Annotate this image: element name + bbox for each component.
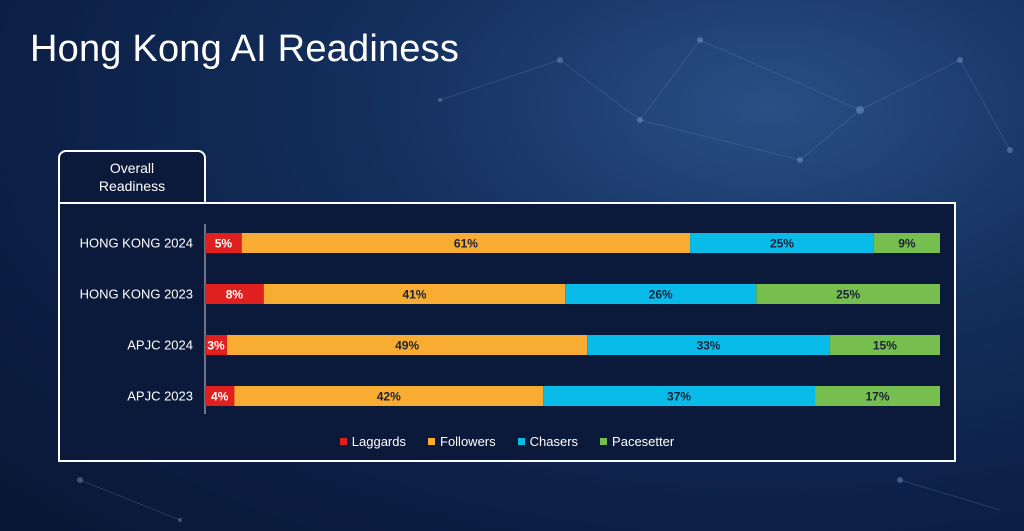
bar-segment-laggards: [205, 233, 242, 253]
legend-label: Followers: [440, 434, 496, 449]
category-label: HONG KONG 2024: [80, 236, 193, 251]
category-label: APJC 2024: [127, 338, 193, 353]
category-label: APJC 2023: [127, 389, 193, 404]
bar-segment-chasers: [543, 386, 816, 406]
stacked-bar-chart: HONG KONG 2024 5% 61% 25% 9% HONG KONG 2023 8%…: [80, 224, 940, 414]
bar-segment-chasers: [690, 233, 874, 253]
data-label: 42%: [377, 390, 401, 404]
data-label: 37%: [667, 390, 691, 404]
data-label: 8%: [226, 288, 244, 302]
legend-item-followers: Followers: [428, 434, 496, 449]
legend-swatch: [600, 438, 608, 445]
bar-segment-followers: [263, 284, 566, 304]
overall-readiness-tab[interactable]: Overall Readiness: [58, 150, 206, 202]
data-label: 15%: [873, 339, 897, 353]
bar-segment-chasers: [565, 284, 757, 304]
data-label: 41%: [402, 288, 426, 302]
legend-item-pacesetter: Pacesetter: [600, 434, 674, 449]
data-label: 17%: [866, 390, 890, 404]
legend-label: Chasers: [529, 434, 579, 449]
data-label: 25%: [770, 237, 794, 251]
legend-swatch: [428, 438, 435, 445]
legend-swatch: [339, 438, 347, 445]
tab-label-line2: Readiness: [98, 178, 166, 194]
legend-label: Laggards: [351, 434, 406, 449]
bar-segment-laggards: [205, 284, 264, 304]
bar-segment-followers: [241, 233, 691, 253]
data-label: 3%: [207, 339, 225, 353]
legend-item-chasers: Chasers: [517, 434, 579, 449]
legend-label: Pacesetter: [612, 434, 675, 449]
bar-segment-followers: [227, 335, 588, 355]
legend-swatch: [517, 438, 525, 445]
bar-segment-laggards: [205, 335, 228, 355]
tab-label-line1: Overall: [109, 160, 155, 176]
data-label: 61%: [454, 237, 478, 251]
data-label: 26%: [649, 288, 673, 302]
bar-segment-pacesetter: [829, 335, 940, 355]
data-label: 49%: [395, 339, 419, 353]
bar-segment-chasers: [587, 335, 830, 355]
data-label: 5%: [215, 237, 233, 251]
chart-panel: HONG KONG 2024 5% 61% 25% 9% HONG KONG 2023 8%…: [58, 202, 956, 462]
bar-segment-followers: [234, 386, 544, 406]
bar-segment-pacesetter: [756, 284, 940, 304]
page-title: Hong Kong AI Readiness: [30, 28, 460, 70]
category-label: HONG KONG 2023: [80, 287, 193, 302]
data-label: 4%: [211, 390, 229, 404]
bar-segment-laggards: [205, 386, 235, 406]
chart-legend: Laggards Followers Chasers Pacesetter: [60, 434, 954, 449]
data-label: 9%: [898, 237, 916, 251]
bar-segment-pacesetter: [873, 233, 940, 253]
data-label: 33%: [696, 339, 720, 353]
data-label: 25%: [836, 288, 860, 302]
bar-segment-pacesetter: [815, 386, 940, 406]
legend-item-laggards: Laggards: [339, 434, 406, 449]
